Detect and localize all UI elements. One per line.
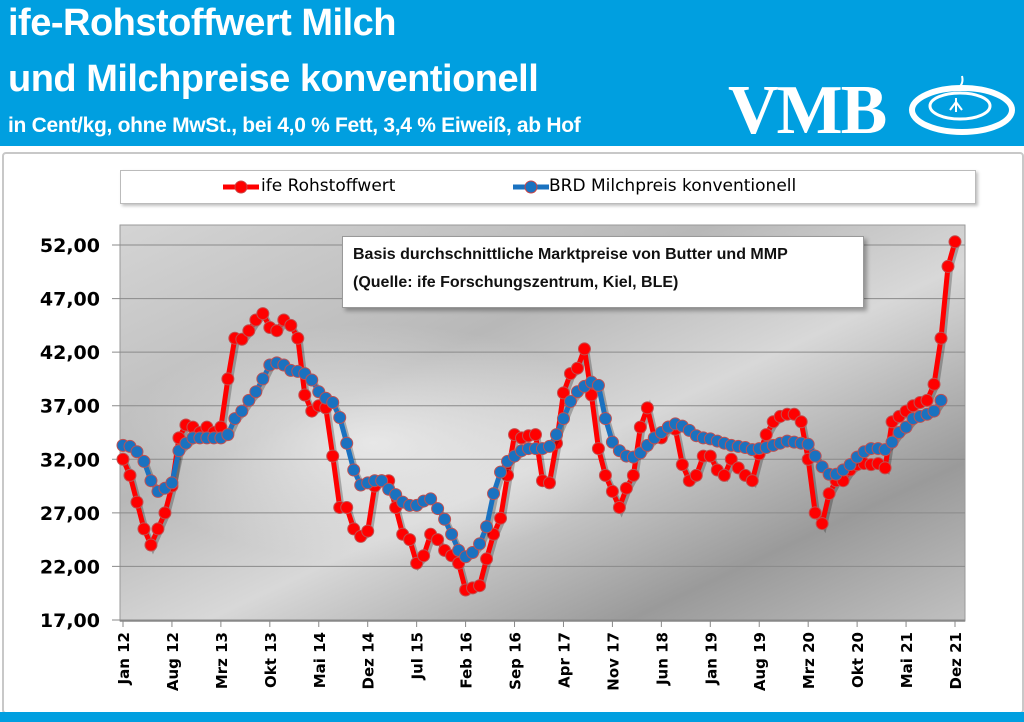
subtitle: in Cent/kg, ohne MwSt., bei 4,0 % Fett, … <box>8 114 581 137</box>
annotation-line-2: (Quelle: ife Forschungszentrum, Kiel, BL… <box>353 274 679 291</box>
source-annotation: Basis durchschnittliche Marktpreise von … <box>342 236 864 308</box>
legend-marker-blue <box>513 180 549 194</box>
vmb-logo: VMB <box>728 72 887 149</box>
title-line-2: und Milchpreise konventionell <box>8 58 539 100</box>
legend: ife Rohstoffwert BRD Milchpreis konventi… <box>120 170 976 204</box>
header-banner: ife-Rohstoffwert Milch und Milchpreise k… <box>0 0 1024 146</box>
title-line-1: ife-Rohstoffwert Milch <box>8 2 396 44</box>
legend-label-ife: ife Rohstoffwert <box>261 176 396 196</box>
legend-label-brd: BRD Milchpreis konventionell <box>549 176 797 196</box>
vmb-logo-swirl-icon <box>909 75 1015 135</box>
bottom-band <box>0 712 1024 722</box>
legend-marker-red <box>223 180 259 194</box>
annotation-line-1: Basis durchschnittliche Marktpreise von … <box>353 246 788 263</box>
